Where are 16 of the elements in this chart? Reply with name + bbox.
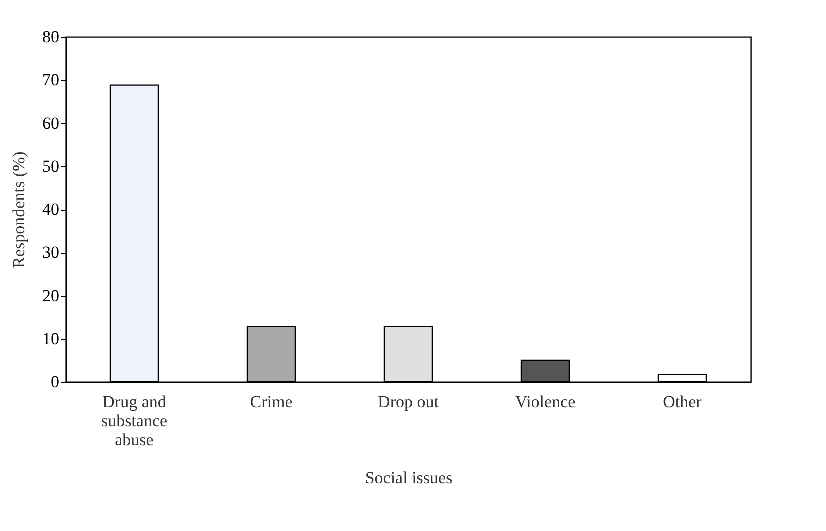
y-tick-label: 0 — [51, 372, 60, 392]
y-tick-label: 80 — [42, 28, 60, 46]
y-axis-title: Respondents (%) — [10, 152, 28, 268]
x-tick-label: Crime — [250, 392, 293, 412]
y-tick-label: 70 — [42, 70, 60, 90]
y-tick-label: 60 — [42, 114, 60, 133]
y-tick-label: 20 — [42, 286, 60, 306]
x-tick-label: Other — [663, 392, 702, 412]
y-tick-label: 40 — [42, 200, 60, 219]
x-tick-label: Drug and substance abuse — [101, 392, 168, 450]
y-tick-label: 50 — [42, 156, 60, 176]
y-tick-label: 30 — [42, 243, 60, 262]
y-tick-label: 10 — [42, 329, 60, 348]
x-axis-title: Social issues — [365, 468, 453, 488]
x-tick-label: Drop out — [378, 392, 440, 412]
x-tick-label: Violence — [515, 392, 576, 412]
